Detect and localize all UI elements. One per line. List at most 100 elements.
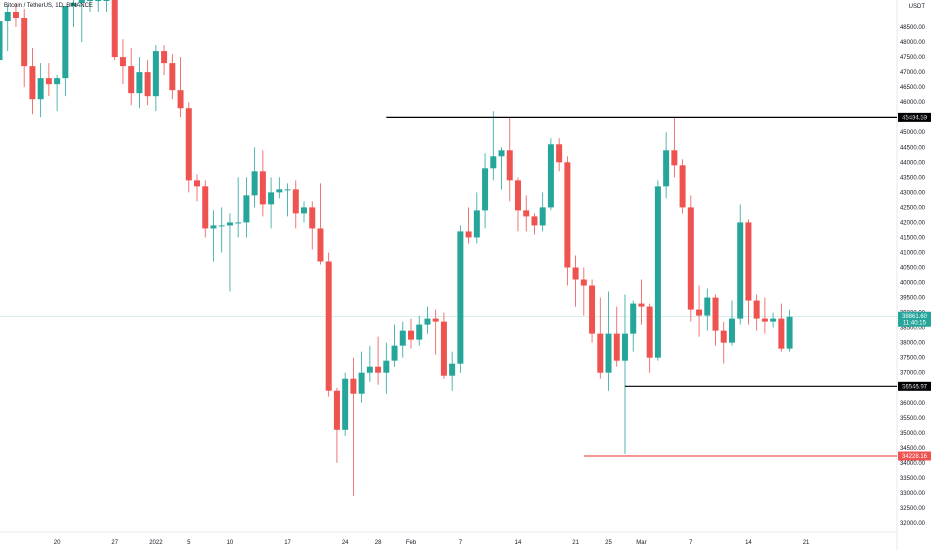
candle	[712, 294, 719, 346]
price-tick-label: 44500.00	[900, 145, 926, 151]
candle-body	[506, 150, 513, 181]
candle-body	[218, 225, 225, 227]
candles-layer	[0, 0, 793, 496]
candle	[547, 138, 554, 211]
candle-body	[556, 144, 563, 163]
candle-body	[128, 66, 135, 94]
candle-body	[309, 207, 316, 229]
symbol-title: Bitcoin / TetherUS, 1D, BINANCE	[4, 3, 93, 9]
price-tick-label: 48000.00	[900, 40, 926, 46]
candle	[654, 180, 661, 361]
candle	[169, 54, 176, 100]
candle	[498, 147, 505, 190]
candle-body	[465, 231, 472, 238]
candle	[580, 267, 587, 316]
price-tick-label: 40000.00	[900, 281, 926, 287]
time-tick-label: 14	[745, 540, 752, 546]
candle	[144, 60, 151, 106]
candle-body	[654, 186, 661, 358]
price-tick-label: 47000.00	[900, 70, 926, 76]
candle	[177, 57, 184, 118]
price-tick-label: 39500.00	[900, 296, 926, 302]
candle-body	[251, 171, 258, 196]
candle-body	[498, 150, 505, 157]
candle	[770, 312, 777, 328]
level-price-tag	[898, 451, 931, 461]
price-tick-label: 41500.00	[900, 235, 926, 241]
candle-body	[366, 366, 373, 373]
candle-body	[728, 318, 735, 343]
candle	[506, 117, 513, 202]
time-tick-label: 2022	[149, 540, 163, 546]
candle	[391, 324, 398, 367]
last-price-value: 38861.60	[902, 314, 928, 320]
candle	[333, 387, 340, 463]
candle	[243, 177, 250, 238]
price-tick-label: 38000.00	[900, 341, 926, 347]
time-tick-label: 24	[342, 540, 349, 546]
candle-body	[482, 168, 489, 211]
candle-body	[103, 0, 110, 1]
level-price-tag	[898, 381, 931, 391]
candle-body	[440, 321, 447, 376]
candle-body	[210, 225, 217, 229]
candle-body	[605, 333, 612, 373]
candle-body	[679, 165, 686, 208]
candle	[753, 294, 760, 331]
candle-body	[621, 333, 628, 361]
candle-body	[473, 210, 480, 238]
candle-body	[333, 390, 340, 430]
candle-body	[292, 189, 299, 214]
time-tick-label: 25	[605, 540, 612, 546]
candle	[119, 39, 126, 85]
candle-body	[424, 318, 431, 325]
candle-body	[235, 222, 242, 224]
candle	[761, 297, 768, 334]
candle-body	[62, 6, 69, 79]
time-tick-label: 21	[572, 540, 579, 546]
candle	[259, 150, 266, 217]
candle	[671, 117, 678, 178]
candle-body	[671, 150, 678, 166]
candle-body	[539, 207, 546, 226]
candle	[235, 177, 242, 238]
price-tick-label: 35500.00	[900, 416, 926, 422]
candle-body	[12, 12, 19, 19]
candle-body	[202, 186, 209, 229]
candle-body	[226, 222, 233, 226]
candle	[45, 63, 52, 97]
candle	[194, 174, 201, 202]
candle-body	[770, 318, 777, 322]
candle-body	[753, 300, 760, 319]
candle-body	[630, 303, 637, 334]
candle-body	[87, 0, 94, 1]
candle-body	[301, 207, 308, 214]
candle-body	[589, 285, 596, 334]
candle-body	[78, 0, 85, 4]
candle-body	[745, 222, 752, 301]
candle-body	[45, 78, 52, 85]
candle-body	[638, 303, 645, 307]
candle-body	[119, 57, 126, 67]
time-tick-label: 27	[111, 540, 118, 546]
candle-body	[547, 144, 554, 208]
candle	[416, 315, 423, 346]
price-axis: 32000.00 32500.00 33000.00 33500.00 34000.00…	[900, 25, 926, 527]
candle-body	[4, 12, 11, 22]
candle-body	[457, 231, 464, 364]
candle	[325, 252, 332, 397]
candle	[284, 183, 291, 217]
candle-body	[712, 297, 719, 331]
candle-body	[21, 18, 28, 67]
candle	[37, 63, 44, 118]
candle	[4, 6, 11, 52]
candle	[720, 321, 727, 364]
candle	[638, 279, 645, 325]
candle-body	[490, 156, 497, 169]
candle	[103, 0, 110, 13]
candle-body	[350, 378, 357, 394]
candle	[136, 57, 143, 109]
candle-body	[580, 279, 587, 286]
candle-body	[177, 90, 184, 109]
